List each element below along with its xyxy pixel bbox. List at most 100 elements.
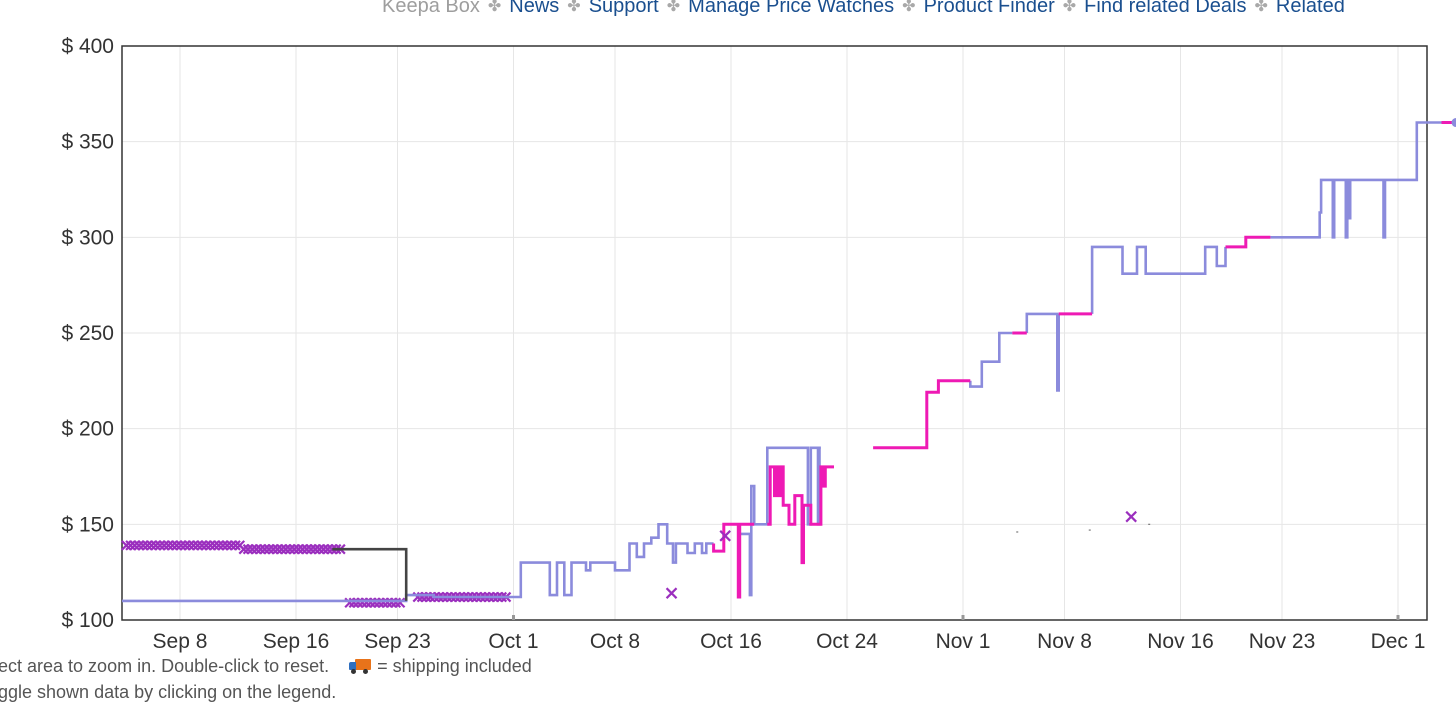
- zoom-hint: ect area to zoom in. Double-click to res…: [0, 656, 330, 676]
- x-tick-label: Nov 23: [1249, 630, 1316, 653]
- x-tick-label: Oct 8: [590, 630, 640, 653]
- marker-band-x: [171, 540, 183, 551]
- y-tick-label: $ 300: [61, 226, 114, 249]
- marker-band-x: [213, 540, 225, 551]
- marker-band-x: [276, 543, 287, 555]
- marker-band-x: [309, 543, 321, 555]
- marker-band-x: [272, 543, 283, 555]
- marker-band-x: [154, 540, 166, 551]
- price-marker-x: [665, 587, 678, 599]
- marker-band-x: [246, 543, 258, 555]
- shipping-note: = shipping included: [377, 656, 532, 676]
- marker-band-x: [121, 540, 132, 551]
- x-tick-label: Sep 16: [263, 630, 330, 653]
- price-marker-x: [719, 530, 731, 542]
- legend-hint: ggle shown data by clicking on the legen…: [0, 682, 337, 702]
- nav-link-support[interactable]: Support: [588, 0, 659, 17]
- y-tick-label: $ 400: [61, 35, 114, 58]
- marker-band-x: [188, 540, 199, 551]
- marker-band-x: [133, 540, 145, 551]
- price-series-line: [969, 331, 1013, 388]
- x-tick-label: Nov 8: [1037, 630, 1092, 653]
- marker-band-x: [200, 540, 212, 551]
- price-series-line: [1025, 312, 1060, 392]
- nav-link-keepa-box[interactable]: Keepa Box: [382, 0, 480, 17]
- x-tick-label: Dec 1: [1371, 630, 1426, 653]
- marker-band-x: [322, 543, 334, 555]
- price-series-line: [712, 522, 755, 599]
- price-series-line: [332, 547, 408, 601]
- y-tick-label: $ 350: [61, 131, 114, 154]
- x-tick-label: Oct 16: [700, 630, 762, 653]
- marker-band-x: [280, 543, 292, 555]
- marker-band-x: [267, 543, 279, 555]
- nav-separator-icon: ✤: [1062, 0, 1077, 15]
- price-series-line: [1225, 235, 1271, 249]
- marker-band-x: [192, 540, 204, 551]
- marker-band-x: [263, 543, 275, 555]
- marker-band-x: [217, 540, 229, 551]
- marker-band-x: [150, 540, 162, 551]
- x-tick-label: Sep 23: [364, 630, 431, 653]
- y-tick-label: $ 150: [61, 513, 114, 536]
- nav-link-product-finder[interactable]: Product Finder: [923, 0, 1055, 17]
- marker-band-x: [314, 543, 325, 555]
- price-series-line: [767, 465, 834, 565]
- nav-separator-icon: ✤: [1254, 0, 1268, 15]
- marker-band-x: [251, 543, 262, 555]
- nav-separator-icon: ✤: [487, 0, 502, 15]
- marker-band-x: [167, 540, 178, 551]
- top-navigation: Keepa Box ✤ News ✤ Support ✤ Manage Price Watc…: [382, 0, 1456, 18]
- marker-band-x: [163, 540, 174, 551]
- marker-band-x: [129, 540, 141, 551]
- price-series-line: [873, 379, 971, 450]
- current-price-dot: [1451, 118, 1456, 128]
- nav-separator-icon: ✤: [567, 0, 581, 15]
- nav-link-news[interactable]: News: [509, 0, 560, 17]
- price-marker-x: [1125, 510, 1137, 523]
- marker-band-x: [230, 540, 241, 551]
- marker-band-x: [137, 540, 149, 551]
- price-series-line: [1270, 121, 1442, 239]
- marker-band-x: [205, 540, 216, 551]
- nav-link-related[interactable]: Related: [1275, 0, 1345, 17]
- marker-band-x: [301, 543, 313, 555]
- nav-link-find-related-deals[interactable]: Find related Deals: [1084, 0, 1247, 17]
- marker-band-x: [221, 540, 233, 551]
- price-series-line: [1090, 245, 1227, 314]
- chart-help-row: ect area to zoom in. Double-click to res…: [0, 656, 532, 677]
- plot-frame: [121, 45, 1428, 621]
- y-tick-label: $ 100: [61, 609, 114, 632]
- nav-separator-icon: ✤: [666, 0, 681, 15]
- marker-band-x: [125, 540, 136, 551]
- nav-link-manage-price-watches[interactable]: Manage Price Watches: [688, 0, 895, 17]
- marker-band-x: [242, 543, 254, 555]
- marker-band-x: [142, 540, 153, 551]
- x-tick-label: Oct 24: [816, 630, 878, 653]
- x-tick-label: Oct 1: [488, 630, 538, 653]
- y-tick-label: $ 250: [61, 322, 114, 345]
- marker-band-x: [284, 543, 296, 555]
- marker-band-x: [226, 540, 237, 551]
- x-tick-label: Nov 16: [1147, 630, 1214, 653]
- marker-band-x: [259, 543, 271, 555]
- marker-band-x: [288, 543, 300, 555]
- marker-band-x: [238, 543, 250, 555]
- marker-band-x: [318, 543, 329, 555]
- marker-band-x: [196, 540, 208, 551]
- shipping-truck-icon: [349, 658, 372, 674]
- x-tick-label: Sep 8: [153, 630, 208, 653]
- marker-band-x: [209, 540, 220, 551]
- marker-band-x: [146, 540, 157, 551]
- marker-band-x: [326, 543, 338, 555]
- marker-band-x: [158, 540, 170, 551]
- marker-band-x: [179, 540, 191, 551]
- x-tick-label: Nov 1: [936, 630, 991, 653]
- marker-band-x: [184, 540, 195, 551]
- marker-band-x: [297, 543, 308, 555]
- nav-separator-icon: ✤: [902, 0, 916, 15]
- y-tick-label: $ 200: [61, 418, 114, 441]
- price-series-line: [122, 523, 714, 603]
- marker-band-x: [293, 543, 304, 555]
